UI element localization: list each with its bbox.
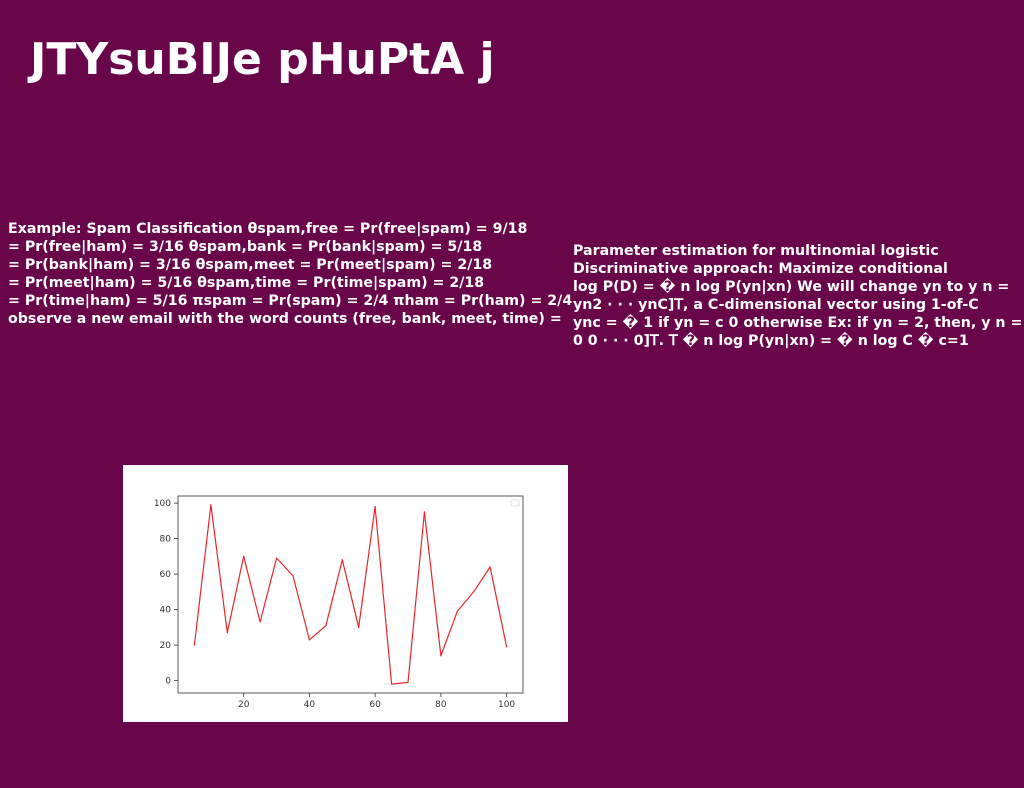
left-text-line: Example: Spam Classification θspam,free …: [8, 221, 528, 237]
y-tick-label: 100: [154, 499, 171, 509]
x-tick-label: 80: [435, 700, 447, 710]
data-point: [423, 511, 426, 513]
data-point: [505, 646, 508, 648]
data-point: [390, 683, 393, 685]
x-tick-label: 100: [498, 700, 515, 710]
data-point: [440, 655, 442, 657]
right-text-line: log P(D) = � n log P(yn|xn) We will chan…: [573, 279, 1010, 295]
y-tick-label: 20: [160, 641, 172, 651]
right-text-line: 0 0 · · · 0]𝖳. 𝖳 � n log P(yn|xn) = � n …: [573, 333, 969, 349]
data-point: [292, 575, 294, 577]
data-point: [489, 566, 491, 568]
right-text-line: Discriminative approach: Maximize condit…: [573, 261, 948, 277]
right-text-block: Parameter estimation for multinomial log…: [573, 242, 1024, 350]
left-text-line: = Pr(meet|ham) = 5/16 θspam,time = Pr(ti…: [8, 275, 485, 291]
y-tick-label: 40: [160, 606, 172, 616]
data-point: [374, 506, 376, 508]
x-tick-label: 20: [238, 700, 250, 710]
data-point: [325, 624, 327, 627]
left-text-block: Example: Spam Classification θspam,free …: [8, 220, 573, 328]
data-point: [243, 555, 245, 557]
slide-title: JTYsuBIJe pHuPtA j: [30, 34, 495, 85]
data-point: [275, 557, 278, 559]
data-point: [210, 504, 212, 506]
right-text-line: yn2 · · · ynC]𝖳, a C-dimensional vector …: [573, 297, 979, 313]
x-tick-label: 40: [304, 700, 316, 710]
data-point: [407, 681, 409, 683]
data-point: [226, 632, 228, 634]
data-point: [193, 644, 196, 646]
left-text-line: observe a new email with the word counts…: [8, 311, 562, 327]
left-text-line: = Pr(time|ham) = 5/16 πspam = Pr(spam) =…: [8, 293, 573, 309]
left-text-line: = Pr(free|ham) = 3/16 θspam,bank = Pr(ba…: [8, 239, 483, 255]
left-text-line: = Pr(bank|ham) = 3/16 θspam,meet = Pr(me…: [8, 257, 493, 273]
data-point: [341, 559, 343, 561]
x-tick-label: 60: [369, 700, 381, 710]
plot-frame: [177, 495, 524, 694]
data-point: [473, 591, 475, 593]
y-tick-label: 0: [165, 677, 171, 687]
data-point: [358, 626, 360, 628]
y-tick-label: 80: [160, 535, 172, 545]
y-tick-label: 60: [160, 570, 172, 580]
data-point: [456, 610, 458, 612]
right-text-line: Parameter estimation for multinomial log…: [573, 243, 939, 259]
right-text-line: ync = � 1 if yn = c 0 otherwise Ex: if y…: [573, 315, 1024, 331]
data-point: [308, 639, 311, 641]
line-chart-svg: 20 40 60 80 100 0 20 40 60 80 100: [154, 495, 524, 710]
line-chart: 20 40 60 80 100 0 20 40 60 80 100: [123, 465, 568, 722]
legend-box: [510, 499, 520, 507]
series-line: [193, 504, 508, 685]
data-point: [259, 621, 261, 623]
